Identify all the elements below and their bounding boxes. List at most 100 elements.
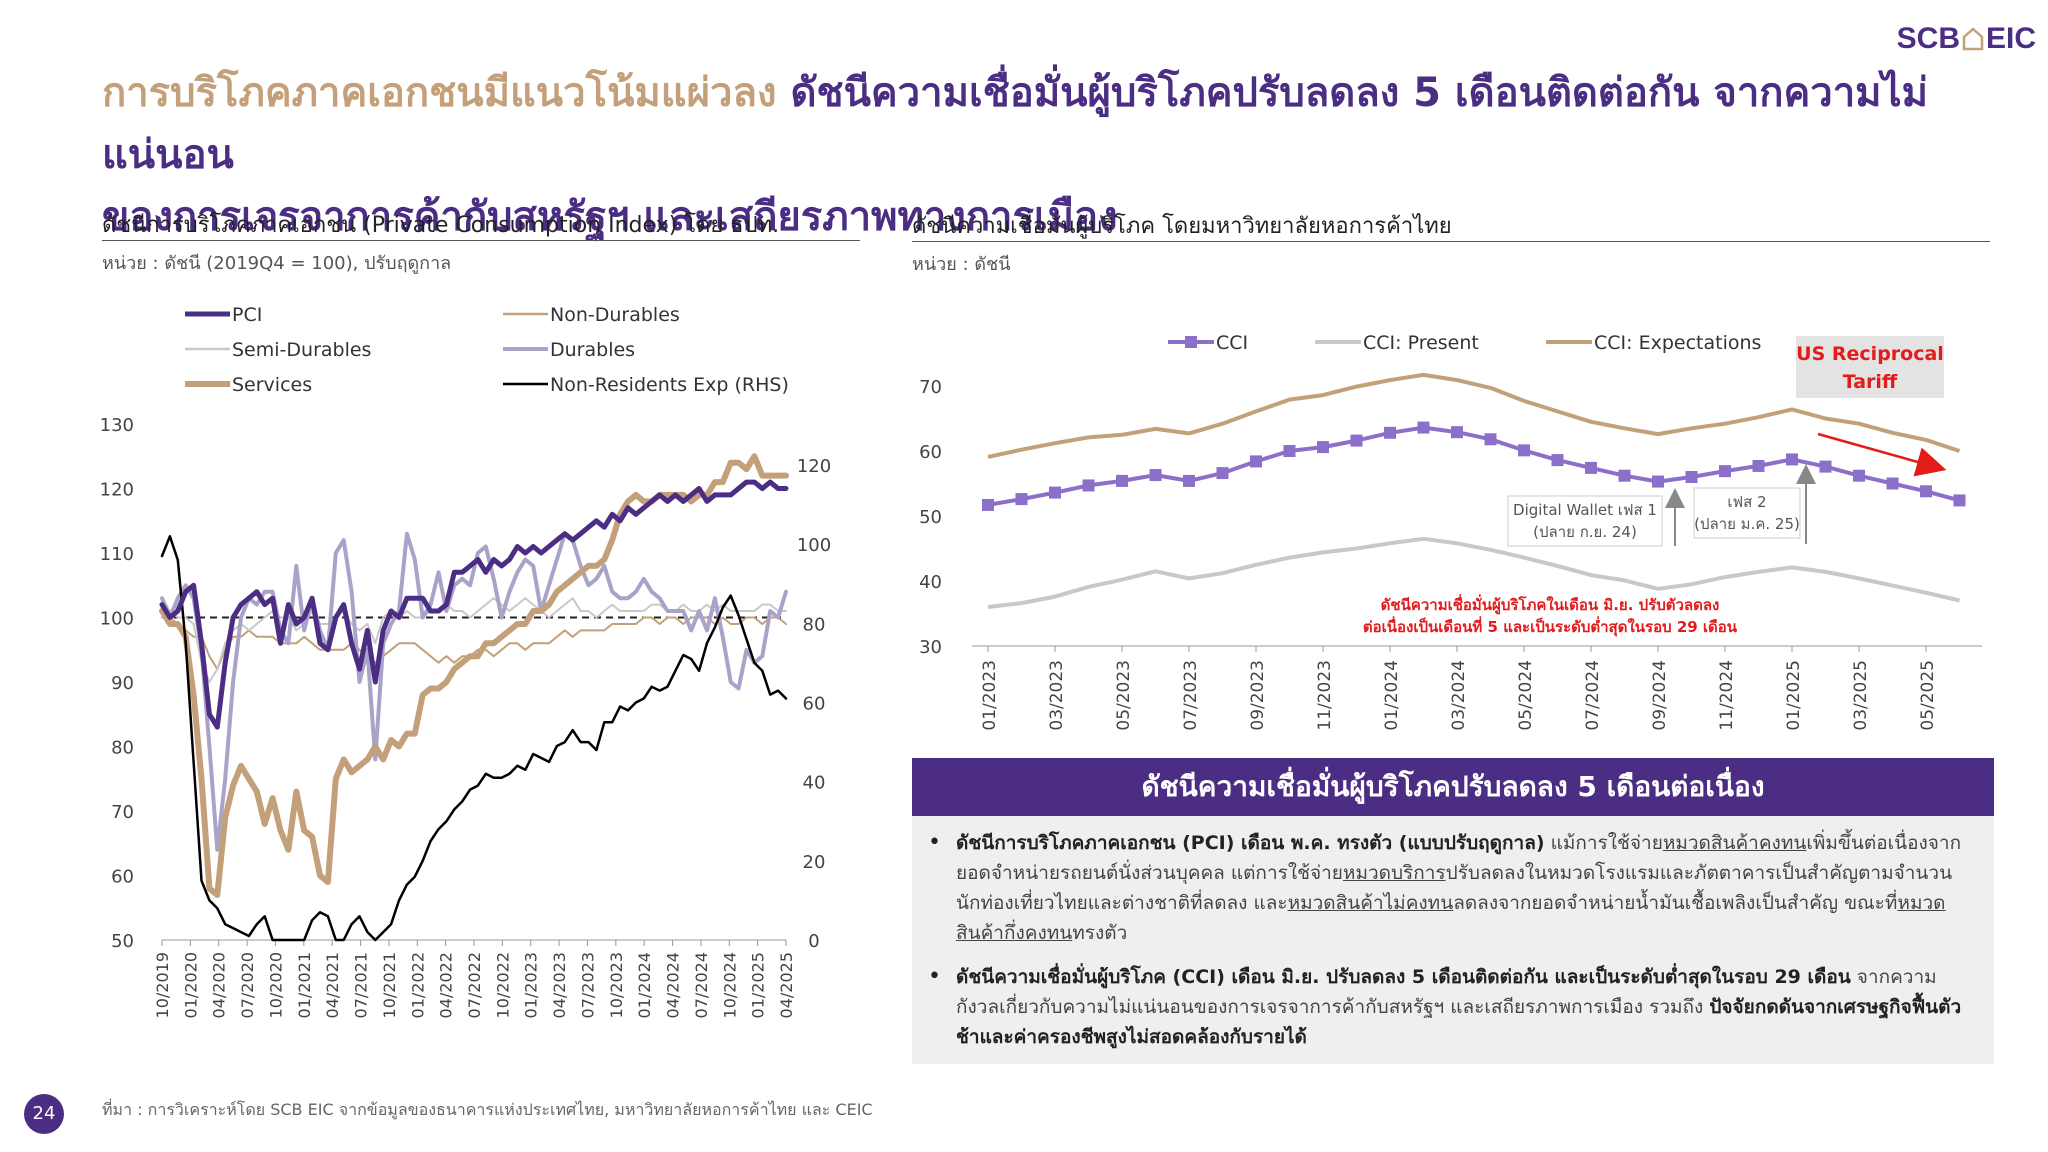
y-left-tick-label: 130 bbox=[100, 415, 134, 436]
legend-label-nonres: Non-Residents Exp (RHS) bbox=[550, 374, 789, 396]
bullet2-text1: จากความกังวลเกี่ยวกับความไม่แน่นอนของการ… bbox=[956, 966, 1937, 1018]
cci-marker bbox=[1484, 433, 1497, 446]
left-chart-rule bbox=[102, 240, 860, 241]
headline-part2: ดัชนีความเชื่อมั่นผู้บริโภคปรับลดลง 5 เด… bbox=[102, 70, 1929, 178]
x-tick-label: 05/2025 bbox=[1918, 660, 1938, 731]
cci-marker bbox=[1417, 421, 1430, 434]
cci-marker bbox=[1216, 467, 1229, 480]
wallet1-label-line2: (ปลาย ก.ย. 24) bbox=[1533, 523, 1637, 541]
bullet1-underline2: หมวดบริการ bbox=[1342, 862, 1446, 884]
bullet2-bold2: ปัจจัยกดดันจากเศรษฐกิจฟื้นตัวช้าและค่าคร… bbox=[956, 996, 1962, 1048]
cci-marker bbox=[1250, 455, 1262, 468]
x-tick-label: 04/2024 bbox=[664, 952, 683, 1018]
y-right-tick-label: 120 bbox=[797, 456, 831, 477]
y-left-tick-label: 60 bbox=[111, 867, 134, 888]
x-tick-label: 11/2023 bbox=[1315, 660, 1335, 731]
x-tick-label: 07/2021 bbox=[352, 952, 371, 1018]
x-tick-label: 07/2023 bbox=[578, 952, 597, 1018]
series-line-cci bbox=[987, 425, 1961, 507]
y-left-tick-label: 120 bbox=[100, 480, 134, 501]
bullet1-text3: ปรับลดลงในหมวดโรงแรมและภัตตาคารเป็นสำคัญ… bbox=[956, 862, 1953, 914]
x-tick-label: 10/2021 bbox=[380, 952, 399, 1018]
x-tick-label: 01/2024 bbox=[1382, 660, 1402, 731]
cci-marker bbox=[1451, 426, 1463, 439]
series-line-semi bbox=[161, 597, 787, 683]
x-tick-label: 04/2020 bbox=[210, 952, 229, 1018]
y-tick-label: 30 bbox=[919, 637, 942, 658]
y-tick-label: 70 bbox=[919, 377, 942, 398]
legend-label-dur: Durables bbox=[550, 339, 635, 361]
cci-marker bbox=[1786, 453, 1798, 466]
x-tick-label: 11/2024 bbox=[1717, 660, 1737, 731]
x-tick-label: 04/2023 bbox=[550, 952, 569, 1018]
x-tick-label: 01/2021 bbox=[295, 952, 314, 1018]
x-tick-label: 07/2024 bbox=[692, 952, 711, 1018]
legend-label-pci: PCI bbox=[232, 304, 262, 326]
wallet2-box bbox=[1693, 487, 1801, 539]
bullet-dot: • bbox=[928, 964, 941, 989]
cci-marker bbox=[1518, 444, 1530, 457]
legend-label-expect: CCI: Expectations bbox=[1594, 332, 1761, 354]
bullet1-text4: ลดลงจากยอดจำหน่ายน้ำมันเชื้อเพลิงเป็นสำค… bbox=[1453, 892, 1898, 914]
x-tick-label: 10/2022 bbox=[493, 952, 512, 1018]
x-tick-label: 09/2023 bbox=[1248, 660, 1268, 731]
bullet1-underline4: หมวดสินค้ากึ่งคงทน bbox=[956, 892, 1946, 944]
tariff-label-line1: US Reciprocal bbox=[1796, 343, 1944, 365]
cci-marker bbox=[1685, 471, 1698, 483]
cci-marker bbox=[1183, 474, 1195, 487]
y-left-tick-label: 80 bbox=[111, 738, 134, 759]
cci-marker bbox=[1652, 475, 1664, 488]
x-tick-label: 10/2024 bbox=[720, 952, 739, 1018]
x-tick-label: 07/2022 bbox=[465, 952, 484, 1018]
cci-marker bbox=[1015, 493, 1028, 506]
tariff-box bbox=[1796, 336, 1944, 398]
cci-marker bbox=[1953, 494, 1966, 507]
house-icon bbox=[1962, 27, 1984, 51]
left-chart-title: ดัชนีการบริโภคภาคเอกชน (Private Consumpt… bbox=[102, 213, 780, 238]
bullet2-bold1: ดัชนีความเชื่อมั่นผู้บริโภค (CCI) เดือน … bbox=[956, 966, 1851, 988]
x-tick-label: 05/2024 bbox=[1516, 660, 1536, 731]
bullet1-text1: แม้การใช้จ่าย bbox=[1544, 832, 1663, 854]
x-tick-label: 04/2025 bbox=[777, 952, 796, 1018]
tariff-arrow bbox=[1817, 432, 1947, 477]
headline-part3: ของการเจรจาการค้ากับสหรัฐฯ และเสถียรภาพท… bbox=[102, 194, 1118, 240]
legend-label-nondur: Non-Durables bbox=[550, 304, 680, 326]
series-line-dur bbox=[160, 531, 788, 852]
cci-marker bbox=[1317, 441, 1329, 454]
x-tick-label: 01/2023 bbox=[522, 952, 541, 1018]
wallet1-box bbox=[1507, 495, 1663, 547]
scb-eic-logo: SCB EIC bbox=[1897, 22, 2036, 56]
cci-marker bbox=[1886, 477, 1899, 490]
y-left-tick-label: 100 bbox=[100, 609, 134, 630]
series-line-nonres bbox=[160, 535, 788, 942]
series-line-pci bbox=[159, 479, 789, 730]
cci-marker bbox=[1350, 434, 1363, 447]
y-left-tick-label: 50 bbox=[111, 931, 134, 952]
x-tick-label: 04/2021 bbox=[323, 952, 342, 1018]
summary-bullet-2: • ดัชนีความเชื่อมั่นผู้บริโภค (CCI) เดือ… bbox=[928, 962, 1968, 1052]
y-left-tick-label: 110 bbox=[100, 544, 134, 565]
x-tick-label: 05/2023 bbox=[1114, 660, 1134, 731]
summary-bullet-1: • ดัชนีการบริโภคภาคเอกชน (PCI) เดือน พ.ค… bbox=[928, 828, 1968, 948]
right-chart-rule bbox=[912, 241, 1990, 242]
y-tick-label: 40 bbox=[919, 572, 942, 593]
y-right-tick-label: 60 bbox=[803, 694, 826, 715]
cci-marker bbox=[1585, 461, 1597, 474]
x-tick-label: 01/2024 bbox=[635, 952, 654, 1018]
summary-panel-header: ดัชนีความเชื่อมั่นผู้บริโภคปรับลดลง 5 เด… bbox=[912, 758, 1994, 816]
x-tick-label: 01/2023 bbox=[980, 660, 1000, 731]
y-right-tick-label: 40 bbox=[803, 773, 826, 794]
y-right-tick-label: 100 bbox=[797, 535, 831, 556]
cci-marker bbox=[1752, 459, 1765, 472]
cci-note-line2: ต่อเนื่องเป็นเดือนที่ 5 และเป็นระดับต่ำส… bbox=[1363, 616, 1738, 637]
y-right-tick-label: 0 bbox=[808, 931, 819, 952]
y-left-tick-label: 90 bbox=[111, 673, 134, 694]
legend-label-cci: CCI bbox=[1216, 332, 1248, 354]
cci-marker bbox=[1618, 469, 1631, 482]
cci-note-line1: ดัชนีความเชื่อมั่นผู้บริโภคในเดือน มิ.ย.… bbox=[1381, 594, 1720, 615]
right-chart-unit: หน่วย : ดัชนี bbox=[912, 254, 1011, 275]
x-tick-label: 01/2022 bbox=[408, 952, 427, 1018]
bullet-dot: • bbox=[928, 830, 941, 855]
